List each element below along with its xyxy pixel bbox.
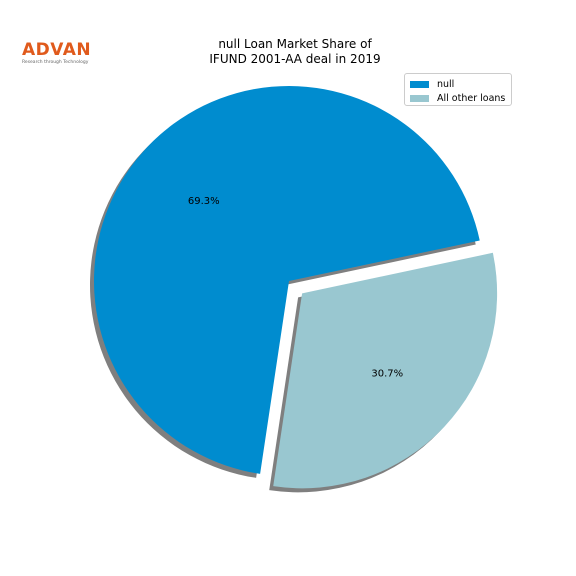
chart-title: null Loan Market Share of IFUND 2001-AA … xyxy=(145,37,445,67)
legend-swatch-null xyxy=(410,80,429,88)
pie-percent-label-all-other-loans: 30.7% xyxy=(371,369,403,380)
logo-tagline: Research through Technology xyxy=(22,60,89,65)
legend-label-null: null xyxy=(437,78,455,90)
logo-wordmark: ADVAN xyxy=(22,40,92,60)
pie-slice-null xyxy=(94,86,480,474)
pie-percent-labels: 69.3% 30.7% xyxy=(188,196,403,380)
chart-legend: null All other loans xyxy=(404,73,512,106)
pie-percent-label-null: 69.3% xyxy=(188,196,220,207)
legend-item-null: null xyxy=(410,78,454,90)
legend-label-other: All other loans xyxy=(437,92,506,104)
advan-logo: ADVAN Research through Technology xyxy=(22,42,92,66)
pie-slices xyxy=(94,86,498,489)
chart-title-line2: IFUND 2001-AA deal in 2019 xyxy=(209,52,381,66)
legend-item-other: All other loans xyxy=(410,92,505,104)
chart-title-line1: null Loan Market Share of xyxy=(218,37,372,51)
legend-swatch-other xyxy=(410,94,429,102)
pie-slice-all-other-loans xyxy=(273,252,498,489)
